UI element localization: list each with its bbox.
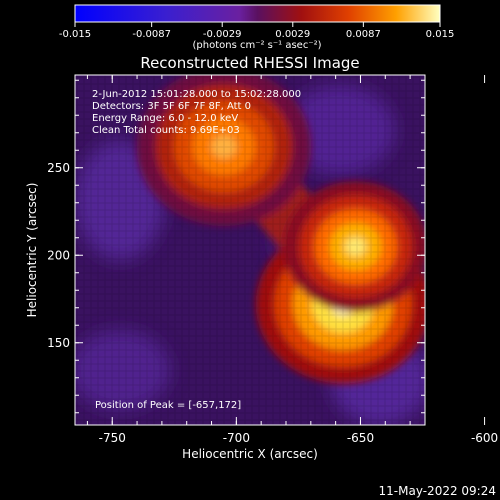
timestamp: 11-May-2022 09:24: [379, 484, 496, 498]
colorbar: [74, 4, 441, 23]
y-tick-label: 200: [47, 248, 70, 262]
annotation-detectors: Detectors: 3F 5F 6F 7F 8F, Att 0: [92, 101, 251, 112]
plot-frame: [74, 74, 426, 426]
chart-title: Reconstructed RHESSI Image: [140, 54, 359, 72]
y-tick-label: 150: [47, 336, 70, 350]
colorbar-tick-label: 0.015: [426, 29, 455, 40]
colorbar-tick-label: -0.0029: [203, 29, 242, 40]
x-tick-label: -650: [347, 431, 374, 445]
annotation-counts: Clean Total counts: 9.69E+03: [92, 125, 240, 136]
x-axis-label: Heliocentric X (arcsec): [182, 447, 318, 461]
heatmap-image: [75, 75, 425, 425]
colorbar-tick-label: -0.0087: [132, 29, 171, 40]
annotation-energy: Energy Range: 6.0 - 12.0 keV: [92, 113, 238, 124]
x-tick-label: -600: [471, 431, 498, 445]
peak-position-label: Position of Peak = [-657,172]: [95, 400, 241, 411]
colorbar-units: (photons cm⁻² s⁻¹ asec⁻²): [192, 40, 321, 51]
x-axis-ticks: -750 -700 -650 -600: [86, 75, 498, 445]
annotation-time-range: 2-Jun-2012 15:01:28.000 to 15:02:28.000: [92, 89, 301, 100]
y-axis-ticks: 150 200 250: [47, 79, 425, 414]
x-tick-label: -750: [99, 431, 126, 445]
colorbar-tick-label: 0.0087: [346, 29, 381, 40]
y-axis-label: Heliocentric Y (arcsec): [25, 183, 39, 318]
colorbar-tick-label: 0.0029: [275, 29, 310, 40]
x-tick-label: -700: [223, 431, 250, 445]
colorbar-tick-label: -0.015: [59, 29, 91, 40]
y-tick-label: 250: [47, 161, 70, 175]
colorbar-ticks: -0.015 -0.0087 -0.0029 0.0029 0.0087 0.015: [59, 22, 454, 40]
